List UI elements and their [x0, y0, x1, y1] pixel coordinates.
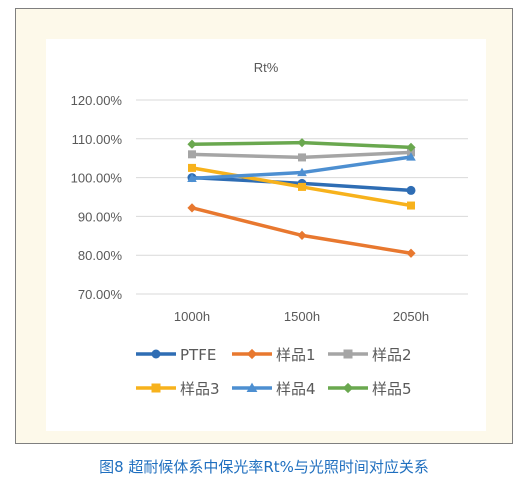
chart-title: Rt%	[254, 60, 279, 75]
legend-label: 样品2	[372, 346, 412, 364]
chart-area	[46, 39, 486, 431]
y-tick-label: 110.00%	[72, 132, 123, 147]
legend-marker	[342, 382, 354, 394]
data-point	[406, 185, 416, 195]
legend-label: 样品1	[276, 346, 316, 364]
series-line	[190, 206, 413, 256]
y-tick-label: 80.00%	[78, 248, 123, 263]
data-point	[406, 248, 416, 258]
legend-label: 样品5	[372, 380, 412, 398]
data-point	[187, 139, 197, 149]
legend-marker	[151, 349, 161, 359]
data-point	[297, 167, 307, 177]
chart-frame	[15, 8, 513, 444]
data-point	[188, 150, 196, 159]
x-tick-label: 2050h	[393, 309, 429, 324]
data-point	[187, 203, 197, 213]
data-point	[298, 153, 306, 162]
legend-marker	[246, 382, 258, 393]
y-tick-label: 70.00%	[78, 287, 123, 302]
y-tick-label: 100.00%	[71, 171, 123, 186]
x-tick-label: 1000h	[174, 309, 210, 324]
data-point	[297, 230, 307, 241]
y-tick-label: 120.00%	[71, 93, 123, 108]
data-point	[406, 152, 416, 161]
legend-marker	[343, 349, 353, 359]
data-point	[407, 201, 415, 210]
data-point	[298, 182, 306, 191]
legend-marker	[246, 348, 258, 360]
x-tick-label: 1500h	[284, 309, 320, 324]
line-chart: Rt% 70.00% 80.00% 90.00% 100.00% 110.00% 120.0…	[71, 60, 468, 398]
data-point	[187, 173, 197, 182]
legend-label: 样品4	[276, 380, 316, 398]
legend-label: 样品3	[180, 380, 220, 398]
y-tick-label: 90.00%	[78, 209, 123, 224]
figure-caption: 图8 超耐候体系中保光率Rt%与光照时间对应关系	[99, 458, 429, 476]
data-point	[188, 163, 196, 172]
data-point	[297, 138, 307, 148]
data-point	[406, 142, 416, 152]
legend-marker	[151, 383, 161, 393]
legend-label: PTFE	[180, 346, 216, 364]
